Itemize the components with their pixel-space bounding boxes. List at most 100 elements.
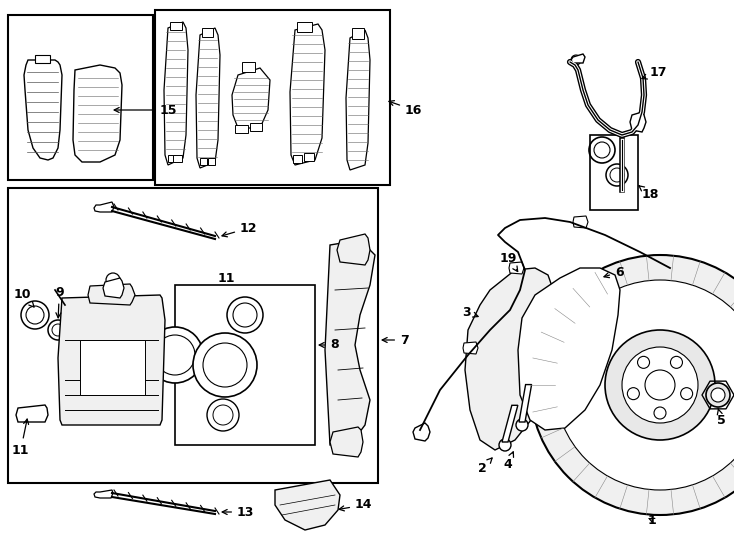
- Circle shape: [89, 127, 105, 143]
- Polygon shape: [502, 406, 517, 442]
- Text: 9: 9: [55, 286, 64, 318]
- Circle shape: [555, 280, 734, 490]
- Circle shape: [603, 335, 617, 349]
- Polygon shape: [346, 30, 370, 170]
- Circle shape: [583, 398, 597, 412]
- Text: 14: 14: [339, 498, 372, 511]
- Polygon shape: [630, 112, 646, 132]
- Circle shape: [89, 92, 105, 108]
- Circle shape: [515, 300, 625, 410]
- Polygon shape: [170, 22, 182, 30]
- Polygon shape: [297, 22, 312, 32]
- Text: 6: 6: [604, 266, 624, 279]
- Text: 11: 11: [218, 272, 236, 285]
- Polygon shape: [465, 268, 555, 450]
- Circle shape: [227, 297, 263, 333]
- Text: 5: 5: [717, 408, 726, 427]
- Text: 12: 12: [222, 221, 258, 237]
- Polygon shape: [337, 234, 370, 265]
- Polygon shape: [24, 60, 62, 160]
- Polygon shape: [103, 278, 124, 298]
- Circle shape: [622, 347, 698, 423]
- Circle shape: [594, 142, 610, 158]
- Bar: [175, 285, 315, 445]
- Circle shape: [542, 322, 638, 418]
- Circle shape: [680, 388, 693, 400]
- Circle shape: [516, 419, 528, 431]
- Circle shape: [670, 356, 683, 368]
- Text: 18: 18: [639, 186, 659, 201]
- Circle shape: [628, 388, 639, 400]
- Circle shape: [52, 324, 64, 336]
- Circle shape: [106, 273, 120, 287]
- Bar: [8, 15, 153, 180]
- Polygon shape: [200, 158, 207, 165]
- Circle shape: [207, 399, 239, 431]
- Circle shape: [21, 301, 49, 329]
- Circle shape: [571, 55, 581, 65]
- Polygon shape: [164, 22, 188, 165]
- Circle shape: [550, 374, 564, 388]
- Circle shape: [606, 164, 628, 186]
- Circle shape: [638, 356, 650, 368]
- Polygon shape: [571, 54, 585, 63]
- Polygon shape: [80, 340, 145, 395]
- Polygon shape: [519, 384, 531, 422]
- Circle shape: [578, 358, 602, 382]
- Polygon shape: [88, 284, 135, 305]
- Polygon shape: [518, 268, 620, 430]
- Polygon shape: [202, 28, 213, 37]
- Polygon shape: [330, 427, 363, 457]
- Circle shape: [213, 405, 233, 425]
- Circle shape: [233, 303, 257, 327]
- Polygon shape: [208, 158, 215, 165]
- Polygon shape: [235, 125, 248, 133]
- Text: 1: 1: [648, 514, 657, 526]
- Polygon shape: [196, 28, 220, 168]
- Polygon shape: [16, 405, 48, 422]
- Text: 2: 2: [478, 458, 492, 475]
- Circle shape: [499, 439, 511, 451]
- Polygon shape: [250, 123, 262, 131]
- Circle shape: [203, 343, 247, 387]
- Text: 11: 11: [12, 419, 29, 456]
- Polygon shape: [573, 216, 588, 228]
- Circle shape: [147, 327, 203, 383]
- Circle shape: [568, 348, 612, 392]
- Circle shape: [525, 305, 655, 435]
- Text: 16: 16: [389, 100, 422, 117]
- Text: 15: 15: [115, 104, 178, 117]
- Bar: [155, 10, 390, 185]
- Polygon shape: [352, 28, 364, 39]
- Polygon shape: [58, 295, 165, 425]
- Polygon shape: [242, 62, 255, 72]
- Circle shape: [645, 370, 675, 400]
- Polygon shape: [463, 342, 478, 354]
- Polygon shape: [232, 68, 270, 128]
- Circle shape: [155, 335, 195, 375]
- Text: 19: 19: [500, 252, 517, 272]
- Circle shape: [610, 168, 624, 182]
- Circle shape: [706, 383, 730, 407]
- Polygon shape: [293, 155, 302, 163]
- Circle shape: [654, 407, 666, 419]
- Text: 10: 10: [14, 288, 34, 307]
- Text: 3: 3: [462, 306, 478, 319]
- Bar: [590, 135, 638, 210]
- Circle shape: [26, 306, 44, 324]
- Polygon shape: [304, 153, 314, 161]
- Bar: [8, 188, 378, 483]
- Polygon shape: [94, 490, 113, 498]
- Polygon shape: [168, 155, 175, 162]
- Circle shape: [193, 333, 257, 397]
- Circle shape: [711, 388, 725, 402]
- Text: 17: 17: [642, 65, 667, 79]
- Polygon shape: [73, 65, 122, 162]
- Text: 8: 8: [319, 339, 338, 352]
- Text: 4: 4: [503, 452, 514, 471]
- Circle shape: [562, 335, 576, 349]
- Polygon shape: [290, 24, 325, 165]
- Circle shape: [530, 255, 734, 515]
- Circle shape: [617, 374, 631, 388]
- Polygon shape: [325, 240, 375, 445]
